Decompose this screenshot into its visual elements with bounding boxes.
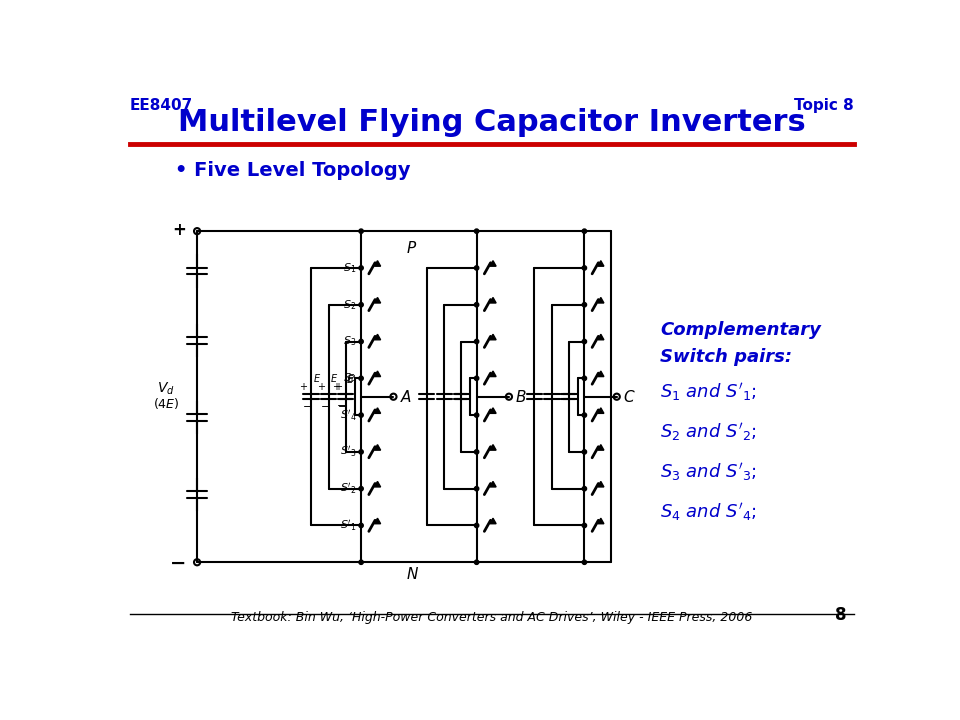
Text: Complementary: Complementary xyxy=(660,321,821,339)
Text: $S_2$: $S_2$ xyxy=(344,298,356,312)
Polygon shape xyxy=(374,371,380,377)
Text: $(4E)$: $(4E)$ xyxy=(153,396,180,411)
Polygon shape xyxy=(374,297,380,303)
Polygon shape xyxy=(374,482,380,487)
Text: $S_3$: $S_3$ xyxy=(343,335,356,348)
Circle shape xyxy=(583,413,587,418)
Text: −: − xyxy=(336,401,346,411)
Circle shape xyxy=(359,450,363,454)
Polygon shape xyxy=(490,261,496,266)
Text: $S'_1$: $S'_1$ xyxy=(340,518,356,533)
Text: • Five Level Topology: • Five Level Topology xyxy=(175,161,410,180)
Polygon shape xyxy=(490,334,496,340)
Circle shape xyxy=(474,523,479,528)
Text: $S'_4$: $S'_4$ xyxy=(340,408,356,423)
Text: $S_1$: $S_1$ xyxy=(343,261,356,275)
Text: +: + xyxy=(173,220,186,238)
Circle shape xyxy=(474,266,479,270)
Text: E: E xyxy=(331,374,337,384)
Circle shape xyxy=(359,487,363,491)
Polygon shape xyxy=(598,408,604,413)
Text: $P$: $P$ xyxy=(406,240,417,256)
Text: EE8407: EE8407 xyxy=(131,98,193,113)
Circle shape xyxy=(583,450,587,454)
Polygon shape xyxy=(490,445,496,450)
Circle shape xyxy=(359,523,363,528)
Polygon shape xyxy=(374,445,380,450)
Polygon shape xyxy=(374,518,380,523)
Text: $B$: $B$ xyxy=(516,389,527,405)
Circle shape xyxy=(359,413,363,418)
Circle shape xyxy=(474,413,479,418)
Polygon shape xyxy=(490,297,496,303)
Text: +: + xyxy=(317,382,325,392)
Circle shape xyxy=(583,302,587,307)
Circle shape xyxy=(359,266,363,270)
Circle shape xyxy=(474,450,479,454)
Polygon shape xyxy=(374,334,380,340)
Text: +: + xyxy=(334,382,342,392)
Circle shape xyxy=(474,560,479,564)
Circle shape xyxy=(474,376,479,380)
Circle shape xyxy=(474,229,479,233)
Circle shape xyxy=(583,523,587,528)
Polygon shape xyxy=(490,518,496,523)
Polygon shape xyxy=(598,297,604,303)
Text: +: + xyxy=(332,382,341,392)
Polygon shape xyxy=(490,408,496,413)
Circle shape xyxy=(583,487,587,491)
Text: $C$: $C$ xyxy=(623,389,636,405)
Circle shape xyxy=(359,339,363,343)
Text: Switch pairs:: Switch pairs: xyxy=(660,348,792,366)
Text: $V_d$: $V_d$ xyxy=(157,381,175,397)
Polygon shape xyxy=(490,371,496,377)
Polygon shape xyxy=(598,334,604,340)
Polygon shape xyxy=(598,261,604,266)
Text: $S'_3$: $S'_3$ xyxy=(340,444,356,459)
Text: $\mathit{S_4\ and\ S'_4;}$: $\mathit{S_4\ and\ S'_4;}$ xyxy=(660,500,756,523)
Circle shape xyxy=(583,560,587,564)
Polygon shape xyxy=(598,482,604,487)
Text: −: − xyxy=(170,554,186,573)
Polygon shape xyxy=(374,408,380,413)
Text: $S_4$: $S_4$ xyxy=(343,372,356,385)
Text: 8: 8 xyxy=(834,606,846,624)
Polygon shape xyxy=(490,482,496,487)
Text: E: E xyxy=(347,375,352,384)
Circle shape xyxy=(583,339,587,343)
Text: $\mathit{S_3\ and\ S'_3;}$: $\mathit{S_3\ and\ S'_3;}$ xyxy=(660,461,756,482)
Text: Topic 8: Topic 8 xyxy=(794,98,853,113)
Text: $\mathit{S_2\ and\ S'_2;}$: $\mathit{S_2\ and\ S'_2;}$ xyxy=(660,420,756,443)
Text: $S'_2$: $S'_2$ xyxy=(340,481,356,496)
Text: −: − xyxy=(338,402,348,412)
Polygon shape xyxy=(598,445,604,450)
Circle shape xyxy=(359,302,363,307)
Text: E: E xyxy=(348,374,354,384)
Text: −: − xyxy=(303,402,313,412)
Circle shape xyxy=(359,229,363,233)
Circle shape xyxy=(474,487,479,491)
Circle shape xyxy=(583,376,587,380)
Text: $N$: $N$ xyxy=(406,566,419,582)
Text: −: − xyxy=(321,402,330,412)
Circle shape xyxy=(583,229,587,233)
Polygon shape xyxy=(374,261,380,266)
Text: +: + xyxy=(300,382,307,392)
Text: E: E xyxy=(313,374,320,384)
Polygon shape xyxy=(598,518,604,523)
Text: Multilevel Flying Capacitor Inverters: Multilevel Flying Capacitor Inverters xyxy=(179,108,805,137)
Circle shape xyxy=(474,339,479,343)
Circle shape xyxy=(583,266,587,270)
Circle shape xyxy=(359,376,363,380)
Text: $A$: $A$ xyxy=(399,389,412,405)
Text: $\mathit{S_1\ and\ S'_1;}$: $\mathit{S_1\ and\ S'_1;}$ xyxy=(660,381,756,402)
Text: Textbook: Bin Wu, ‘High-Power Converters and AC Drives’, Wiley - IEEE Press, 200: Textbook: Bin Wu, ‘High-Power Converters… xyxy=(231,611,753,624)
Circle shape xyxy=(359,560,363,564)
Polygon shape xyxy=(598,371,604,377)
Circle shape xyxy=(474,302,479,307)
